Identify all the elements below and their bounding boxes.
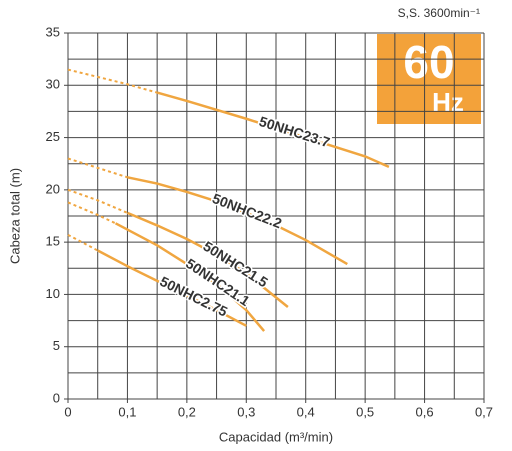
y-tick-label: 0	[53, 390, 60, 405]
x-tick-label: 0	[64, 404, 71, 419]
curve-dotted	[67, 157, 128, 179]
y-axis-label: Cabeza total (m)	[7, 168, 22, 264]
curve-dotted	[67, 201, 116, 225]
badge-value: 60	[403, 36, 454, 88]
subtitle: S,S. 3600min⁻¹	[398, 6, 480, 20]
x-tick-label: 0,5	[356, 404, 374, 419]
y-tick-label: 10	[46, 286, 60, 301]
curve-label: 50NHC22.2	[210, 190, 284, 231]
curve-solid	[127, 176, 348, 266]
x-tick-label: 0,4	[297, 404, 315, 419]
y-tick-label: 35	[46, 24, 60, 39]
x-tick-label: 0,7	[475, 404, 493, 419]
badge	[377, 34, 481, 124]
y-tick-label: 20	[46, 181, 60, 196]
y-tick-label: 15	[46, 234, 60, 249]
x-tick-label: 0,3	[237, 404, 255, 419]
x-tick-label: 0,1	[118, 404, 136, 419]
x-axis-label: Capacidad (m³/min)	[219, 429, 333, 444]
x-tick-label: 0,6	[416, 404, 434, 419]
curve-label: 50NHC23.7	[257, 113, 332, 150]
badge-unit: Hz	[432, 87, 464, 117]
y-tick-label: 30	[46, 77, 60, 92]
curve-solid	[97, 249, 247, 327]
curve-solid	[126, 211, 289, 308]
curve-dotted	[67, 188, 128, 214]
curve-dotted	[67, 233, 99, 252]
curve-dotted	[67, 68, 158, 94]
y-tick-label: 5	[53, 338, 60, 353]
curve-solid	[156, 91, 390, 168]
curve-solid	[114, 222, 266, 332]
x-tick-label: 0,2	[178, 404, 196, 419]
y-tick-label: 25	[46, 129, 60, 144]
